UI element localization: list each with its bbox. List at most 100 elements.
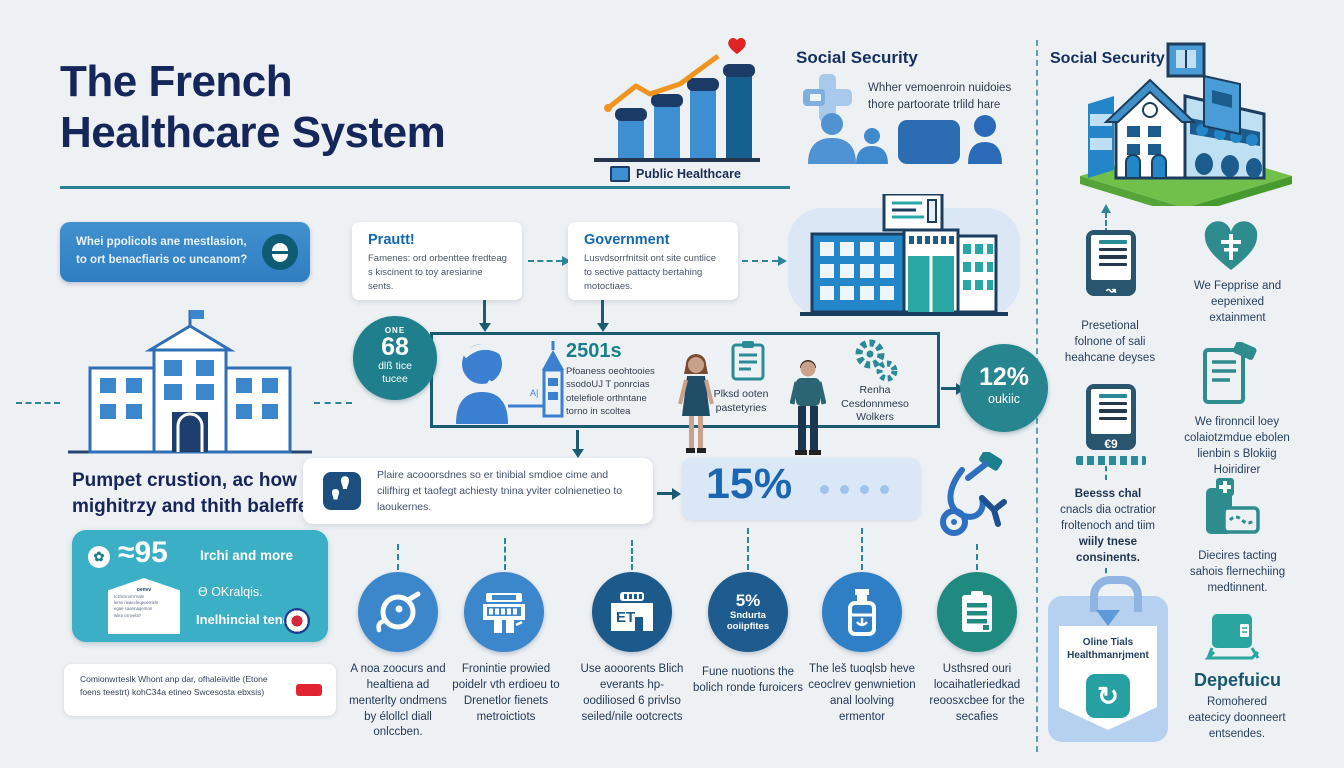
woman-figure [678,354,714,453]
bottom-circle-4-big: 5% [735,591,761,611]
social-security-mid-text: Whher vemoenroin nuidoies thore partoora… [868,82,1012,111]
public-healthcare-chart: Public Healthcare [592,34,764,184]
cocarde-icon [284,608,310,634]
teal-stat-box: ✿ ≈95 Irchi and more oenvv tczhcsrorm'na… [72,530,328,642]
arrow-card1-card2 [528,256,571,266]
rc-connector-2 [1105,568,1107,582]
house-card-title: oenvv [136,587,152,593]
bottom-circle-5 [822,572,902,652]
teal-box-stat-label: Irchi and more [200,548,294,563]
social-security-right-heading: Social Security [1050,50,1165,67]
svg-text:ET: ET [616,609,635,626]
card-government: Government Lusvdsorrfnitsit ont site cun… [568,222,738,300]
card-prautt-body: Famenes: ord orbenttee fredteag s kiscin… [368,253,507,292]
info-card-text: Plaire acooorsdnes so er tinibial smdioe… [377,469,623,513]
medicine-bottle-icon [848,589,876,636]
document-stamp-icon [1203,342,1257,404]
rc-device-text: cnacls dia octratior froltenoch and tiim [1060,504,1156,533]
bconn-6 [976,544,978,570]
heart-icon [728,37,746,54]
recycle-swirl-icon: ↻ [1086,674,1130,718]
trials-card-text: Oline Tials Healthmanrjment [1067,637,1149,661]
red-flag-icon [296,684,322,696]
card-prautt-title: Prautt! [368,232,415,248]
dash-left-edge [16,402,60,404]
rc-heart-text: We Fepprise and eepenixed extainment [1193,280,1282,325]
stethoscope-shield-icon [376,591,421,633]
bottom-circle-4-small: Sndurta ooiipfites [726,609,770,632]
rc-device-bold2: wiily tnese consinents. [1076,536,1140,565]
pixel-bar-icon [1076,456,1146,465]
chart-label: Public Healthcare [636,167,741,181]
health-plus-icon [803,74,852,122]
nurse-tower-icon: A| [456,341,564,424]
rc-doc-text: We fironncil loey colaiotzmdue ebolen li… [1184,416,1290,477]
bconn-3 [631,540,633,570]
info-card: Plaire acooorsdnes so er tinibial smdioe… [303,458,653,524]
section2-heading: Pumpet crustion, ac how mighitrzy and th… [72,470,327,517]
rc-tablet-text: Presetional folnone of sali heahcane dey… [1064,320,1156,365]
depefuicu-title: Depefuicu [1193,670,1281,690]
clipboard-clip-triangle [1096,610,1120,626]
teal-box-line2: ϴ OKralqis. [198,585,263,599]
house-card-lines: tczhcsrorm'nale lems rieaecleqeoemldn eg… [114,594,159,618]
stat-circle-12: 12% oukiic [960,344,1048,432]
rc-device-bold1: Beesss chal [1074,488,1142,500]
heart-cross-icon [1204,221,1258,270]
bconn-1 [397,544,399,570]
phone-plus-icon [1206,478,1260,534]
page-title: The French Healthcare System [60,57,446,158]
wallet-icon [1204,614,1260,660]
bconn-2 [504,538,506,570]
bottom-label-4: Fune nuotions the bolich ronde furoicers [693,666,803,694]
banner-15: 15% [682,458,920,520]
clinic-building-icon [483,593,525,633]
bottom-circle-2 [464,572,544,652]
bottom-circle-4: 5% Sndurta ooiipfites [708,572,788,652]
dash-building-circle [314,402,352,404]
stethoscope-icon [940,452,1007,536]
bottom-circle-1 [358,572,438,652]
connector-up-arrow [1101,204,1111,242]
hospital-blob [788,194,1020,316]
badge-icon: ✿ [88,546,110,568]
bottom-label-1: A noa zoocurs and healtiena ad menterlty… [349,663,447,739]
question-box: Whei ppolicols ane mestlasion, to ort be… [60,222,310,282]
tablet-euro-icon: €9 [1086,384,1136,451]
rc-connector-1 [1105,466,1107,480]
flow-stat-text: Pfoaness oeohtooies ssodoUJ T ponrcias o… [566,366,655,417]
gears-icon [855,339,898,382]
bottom-circle-6 [937,572,1017,652]
bconn-4 [747,528,749,570]
card-government-body: Lusvdsorrfnitsit ont site cuntlice to se… [584,253,717,292]
c68-number: 68 [381,333,409,361]
disclaimer-card: Comionwrteslk Whont anp dar, ofhaleiivit… [64,664,336,716]
arrow-card-to-banner [657,488,681,500]
bconn-5 [861,528,863,570]
tablet-report-icon: ↝ [1086,230,1136,297]
stat-circle-68: ONE 68 dlß tice tucee [353,316,437,400]
card-government-title: Government [584,232,670,248]
hospital-block-icon: ET [611,592,653,631]
arrow-rect-to-12 [941,383,965,395]
clipboard-list-icon [962,591,992,632]
pill-circle-icon [262,234,298,270]
flow-label-1: Plksd ooten pastetyries [713,388,769,414]
progress-dots [820,485,889,494]
clipboard-clip-icon [1090,576,1142,612]
flow-label-2: Renha Cesdonnmeso Wolkers [841,384,909,424]
chart-mini-icon [610,166,630,182]
c12-caption: oukiic [988,391,1020,406]
disclaimer-text: Comionwrteslk Whont anp dar, ofhaleiivit… [80,674,268,698]
teal-box-line3: Inelhincial tena [196,612,290,627]
trials-clipboard-card: Oline Tials Healthmanrjment ↻ [1048,576,1168,742]
question-box-text: Whei ppolicols ane mestlasion, to ort be… [76,236,248,266]
bar-chart-icon [594,37,760,162]
social-security-mid-heading: Social Security [796,48,918,67]
bottom-label-6: Usthsred ouri locaihatleriedkad reoosxcb… [929,663,1025,723]
bottom-label-3: Use aooorents Blich everants hp-oodilios… [580,663,684,723]
card-prautt: Prautt! Famenes: ord orbenttee fredteag … [352,222,522,300]
svg-text:A|: A| [530,388,538,398]
c12-value: 12% [978,363,1030,391]
